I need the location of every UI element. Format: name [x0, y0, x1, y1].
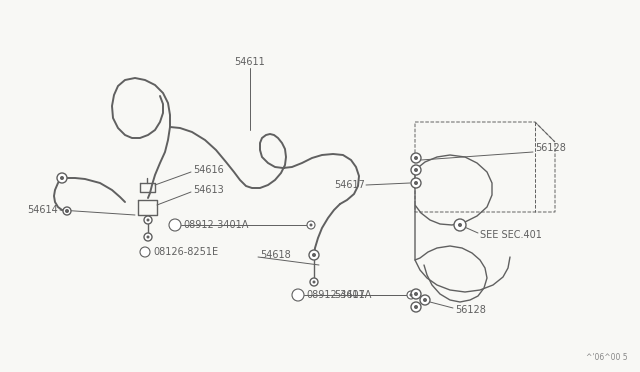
Circle shape — [414, 305, 418, 309]
Text: 54613: 54613 — [193, 185, 224, 195]
Text: 54617: 54617 — [334, 180, 365, 190]
Circle shape — [411, 302, 421, 312]
Text: S: S — [142, 247, 148, 257]
Circle shape — [411, 165, 421, 175]
Circle shape — [410, 294, 413, 296]
Circle shape — [312, 280, 316, 283]
Circle shape — [65, 209, 69, 213]
Circle shape — [458, 223, 462, 227]
Circle shape — [411, 178, 421, 188]
Circle shape — [414, 181, 418, 185]
Text: 56128: 56128 — [535, 143, 566, 153]
Text: 54617: 54617 — [334, 290, 365, 300]
Circle shape — [144, 233, 152, 241]
Circle shape — [63, 207, 71, 215]
Circle shape — [423, 298, 427, 302]
Text: SEE SEC.401: SEE SEC.401 — [480, 230, 542, 240]
Text: 56128: 56128 — [455, 305, 486, 315]
Text: 54614: 54614 — [28, 205, 58, 215]
Text: N: N — [172, 221, 179, 230]
Circle shape — [420, 295, 430, 305]
Text: ^'06^00 5: ^'06^00 5 — [586, 353, 628, 362]
Circle shape — [414, 156, 418, 160]
Circle shape — [307, 221, 315, 229]
Text: 08912-3401A: 08912-3401A — [306, 290, 371, 300]
Circle shape — [147, 235, 150, 238]
Circle shape — [312, 253, 316, 257]
Text: N: N — [295, 291, 301, 299]
Circle shape — [414, 292, 418, 296]
Text: 08912-3401A: 08912-3401A — [183, 220, 248, 230]
Circle shape — [57, 173, 67, 183]
Circle shape — [407, 291, 415, 299]
Circle shape — [411, 289, 421, 299]
Circle shape — [169, 219, 181, 231]
Circle shape — [292, 289, 304, 301]
Circle shape — [454, 219, 466, 231]
Text: 54611: 54611 — [235, 57, 266, 67]
Circle shape — [310, 224, 312, 227]
Circle shape — [310, 278, 318, 286]
Circle shape — [411, 153, 421, 163]
Text: 08126-8251E: 08126-8251E — [153, 247, 218, 257]
Text: 54618: 54618 — [260, 250, 291, 260]
Circle shape — [147, 218, 150, 221]
Text: 54616: 54616 — [193, 165, 224, 175]
Circle shape — [140, 247, 150, 257]
Circle shape — [309, 250, 319, 260]
Circle shape — [414, 168, 418, 172]
Circle shape — [144, 216, 152, 224]
Circle shape — [60, 176, 64, 180]
